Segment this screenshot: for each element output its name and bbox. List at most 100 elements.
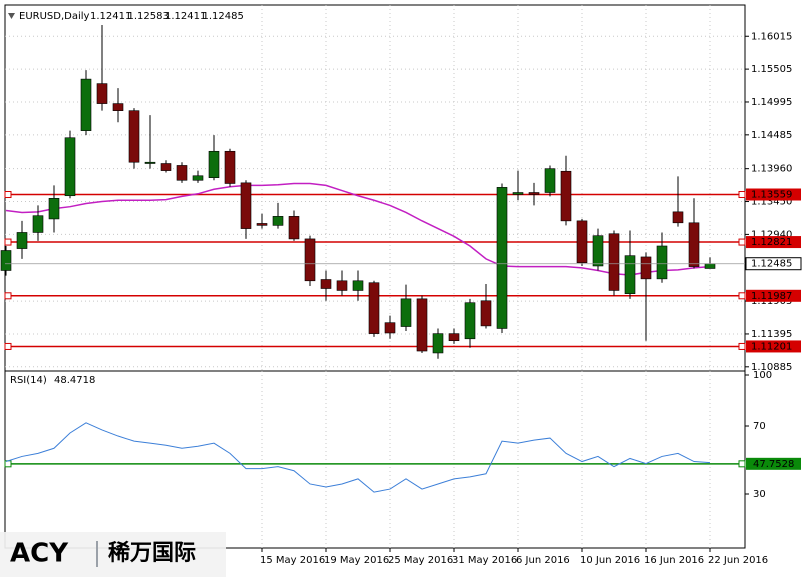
candle-body (256, 223, 268, 226)
level-label-box (746, 188, 801, 201)
candle-body (560, 170, 572, 222)
x-tick-label: 19 May 2016 (324, 555, 389, 566)
level-marker (4, 191, 12, 199)
level-marker (738, 238, 746, 246)
candle-body (576, 220, 588, 264)
last-price-box (745, 257, 802, 271)
candle-body (544, 168, 556, 193)
candle-body (512, 192, 524, 195)
chart-title: EURUSD,Daily (19, 11, 90, 22)
candle-body (656, 245, 668, 280)
level-marker (738, 191, 746, 199)
candle-body (304, 238, 316, 282)
candle-body (288, 216, 300, 240)
x-tick-label: 16 Jun 2016 (644, 555, 704, 566)
candle-body (0, 250, 12, 271)
candle-body (688, 222, 700, 267)
candle-body (432, 333, 444, 354)
level-label: 1.13559 (751, 190, 792, 201)
rsi-tick-label: 70 (753, 421, 766, 432)
rsi-value: 48.4718 (54, 375, 95, 386)
y-tick-label: 1.10885 (751, 362, 792, 373)
level-label-box (746, 289, 801, 302)
y-tick-label: 1.13960 (751, 164, 792, 175)
candle-body (416, 298, 428, 352)
candle-body (16, 232, 28, 249)
candle-body (96, 83, 108, 104)
y-tick-label: 1.14995 (751, 97, 792, 108)
y-tick-label: 1.14485 (751, 130, 792, 141)
level-marker (4, 342, 12, 350)
candle-body (448, 333, 460, 342)
last-price-label: 1.12485 (751, 259, 792, 270)
rsi-line (5, 422, 711, 493)
candle-body (384, 322, 396, 334)
level-label: 1.11987 (751, 291, 792, 302)
level-marker (4, 460, 12, 468)
rsi-tick-label: 100 (753, 370, 772, 381)
rsi-panel-frame (4, 370, 746, 549)
level-marker (4, 238, 12, 246)
candle-body (624, 255, 636, 294)
candle-body (352, 280, 364, 291)
candle-body (672, 211, 684, 224)
candle-body (32, 215, 44, 233)
moving-average (5, 182, 711, 276)
candle-body (496, 187, 508, 329)
candle-body (160, 163, 172, 171)
x-tick-label: 25 May 2016 (388, 555, 453, 566)
ohlc-value: 1.12583 (128, 11, 169, 22)
candle-body (208, 150, 220, 178)
candle-body (336, 280, 348, 291)
level-label-box (746, 236, 801, 249)
candle-body (112, 103, 124, 111)
candle-body (240, 182, 252, 229)
ohlc-value: 1.12411 (90, 11, 131, 22)
y-tick-label: 1.13450 (751, 197, 792, 208)
y-tick-label: 1.11395 (751, 329, 792, 340)
level-marker (738, 460, 746, 468)
candle-body (640, 256, 652, 280)
candle-body (704, 263, 716, 269)
candle-body (144, 161, 156, 164)
level-marker (4, 292, 12, 300)
candle-body (224, 150, 236, 184)
level-label: 1.12821 (751, 237, 792, 248)
candle-body (464, 302, 476, 340)
x-tick-label: 31 May 2016 (452, 555, 517, 566)
candle-body (48, 198, 60, 220)
candle-body (128, 110, 140, 163)
level-marker (738, 342, 746, 350)
candle-body (608, 233, 620, 291)
candle-body (320, 279, 332, 289)
ohlc-value: 1.12411 (165, 11, 206, 22)
x-tick-label: 22 Jun 2016 (708, 555, 768, 566)
y-tick-label: 1.16015 (751, 31, 792, 42)
level-label-box (746, 340, 801, 353)
candle-body (592, 235, 604, 267)
candle-body (480, 300, 492, 327)
rsi-label: RSI(14) (10, 375, 47, 386)
level-marker (738, 292, 746, 300)
rsi-tick-label: 30 (753, 489, 766, 500)
candle-body (272, 216, 284, 226)
candle-body (80, 78, 92, 131)
logo-background (0, 532, 226, 577)
x-tick-label: 10 Jun 2016 (580, 555, 640, 566)
logo-brand: ACY (10, 539, 69, 569)
candle-body (400, 298, 412, 327)
rsi-level-label: 47.7528 (753, 459, 794, 470)
candle-body (64, 137, 76, 197)
x-tick-label: 15 May 2016 (260, 555, 325, 566)
level-label: 1.11201 (751, 341, 792, 352)
ohlc-value: 1.12485 (203, 11, 244, 22)
y-tick-label: 1.15505 (751, 64, 792, 75)
x-tick-label: 6 Jun 2016 (516, 555, 570, 566)
candle-body (176, 165, 188, 181)
logo-name: 稀万国际 (108, 540, 196, 566)
rsi-level-box (746, 457, 801, 470)
y-tick-label: 1.12940 (751, 229, 792, 240)
candle-body (368, 282, 380, 334)
